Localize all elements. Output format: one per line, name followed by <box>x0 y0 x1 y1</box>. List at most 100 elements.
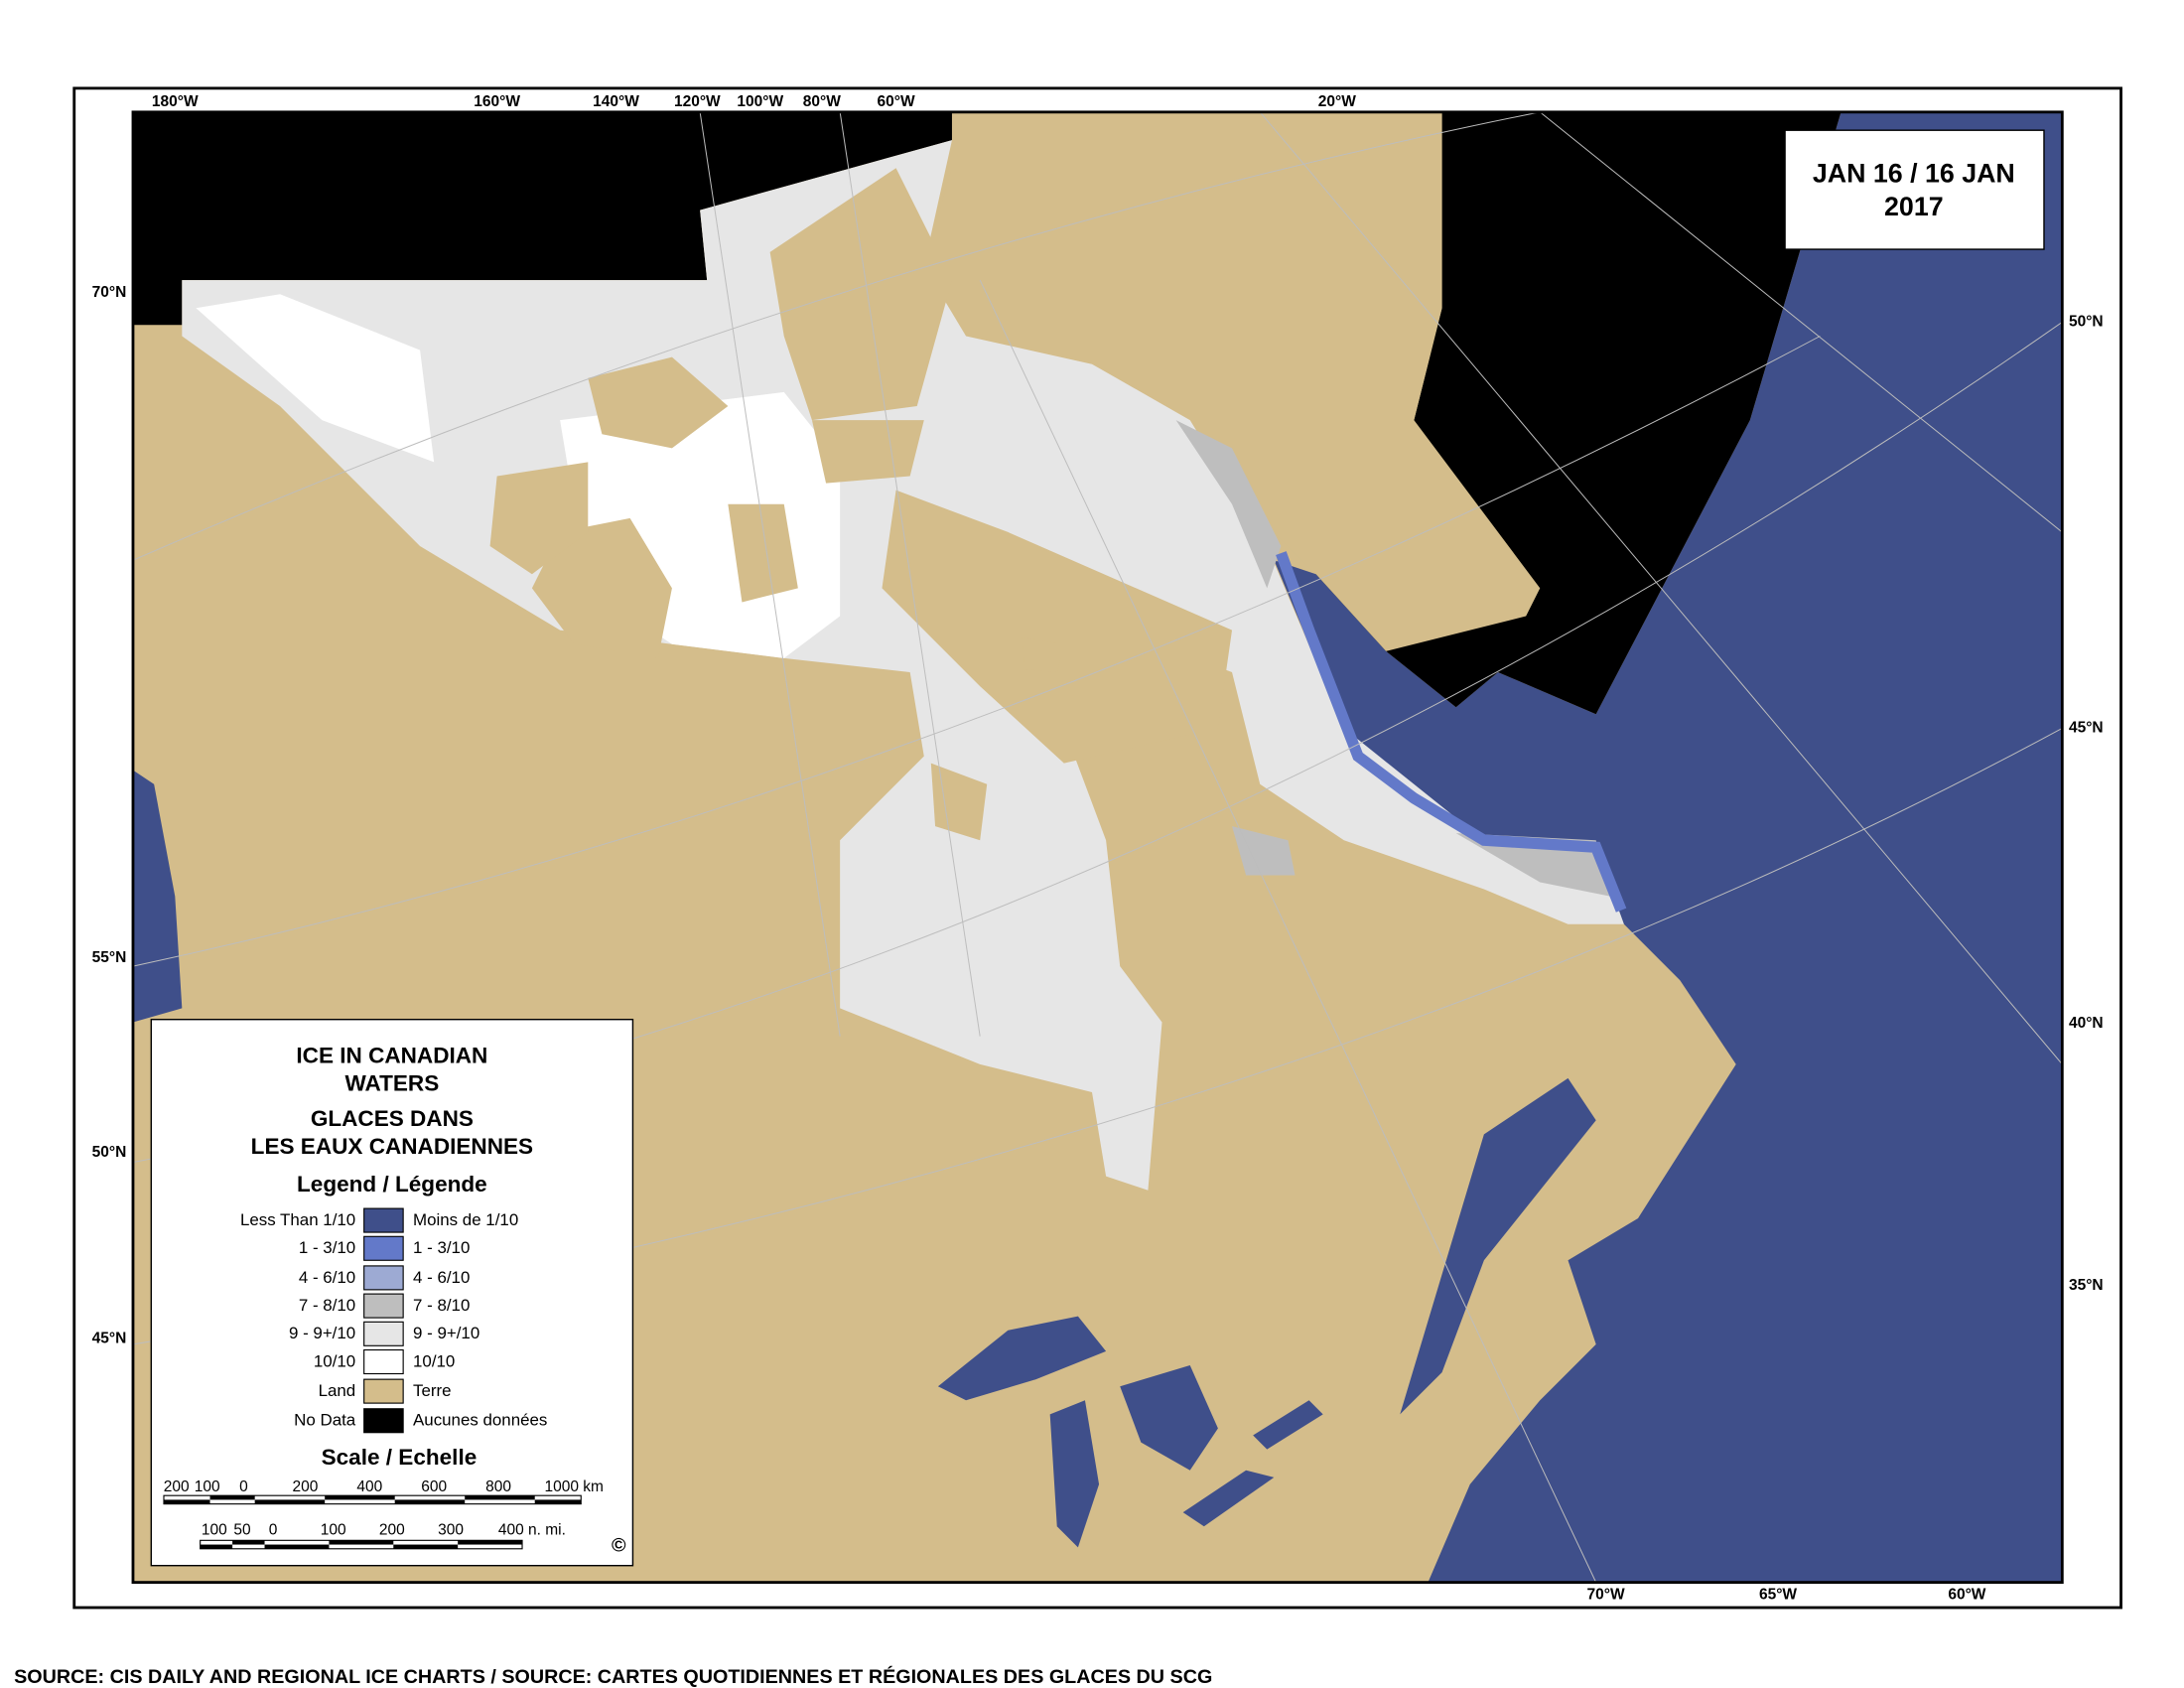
legend-item: No Data Aucunes données <box>294 1408 547 1434</box>
no-data-arctic <box>132 111 952 326</box>
legend-title: LES EAUX CANADIENNES <box>251 1134 533 1159</box>
legend-label-fr: Terre <box>413 1381 452 1400</box>
scale-label: 0 <box>239 1478 248 1495</box>
tick-label: 35°N <box>2069 1277 2104 1294</box>
scale-label: 400 n. mi. <box>498 1522 566 1539</box>
tick-label: 70°W <box>1587 1587 1625 1604</box>
tick-label: 20°W <box>1318 93 1356 110</box>
legend-item: 1 - 3/10 1 - 3/10 <box>299 1235 470 1261</box>
legend-label-fr: 9 - 9+/10 <box>413 1324 479 1342</box>
km-scale-bar: 200 100 0 200 400 600 800 1000 km <box>163 1478 604 1505</box>
legend-label-en: Less Than 1/10 <box>240 1210 355 1229</box>
legend-label-en: 9 - 9+/10 <box>289 1324 355 1342</box>
baffin-island <box>882 490 1233 764</box>
tick-label: 60°W <box>1948 1587 1985 1604</box>
legend-item: Less Than 1/10 Moins de 1/10 <box>240 1207 518 1233</box>
gulf-of-st-lawrence <box>1400 1077 1596 1415</box>
date-line-2: 2017 <box>1884 192 1944 221</box>
island <box>728 503 798 603</box>
ice-7-8 <box>1232 826 1296 876</box>
legend-label-fr: 10/10 <box>413 1351 455 1370</box>
tick-label: 65°W <box>1759 1587 1797 1604</box>
nmi-scale-bar: 100 50 0 100 200 300 400 n. mi. <box>200 1522 566 1550</box>
greenland <box>923 111 1541 651</box>
legend-label-en: 4 - 6/10 <box>299 1268 355 1287</box>
legend-title: WATERS <box>344 1071 439 1096</box>
legend-item: 7 - 8/10 7 - 8/10 <box>299 1293 470 1319</box>
scale-label: 400 <box>356 1478 382 1495</box>
tick-label: 70°N <box>92 284 127 301</box>
legend-swatch <box>363 1207 404 1233</box>
banks-island <box>489 462 589 575</box>
legend-label-en: 7 - 8/10 <box>299 1296 355 1315</box>
tick-label: 100°W <box>737 93 783 110</box>
southampton-island <box>930 763 988 841</box>
legend-label-fr: Moins de 1/10 <box>413 1210 518 1229</box>
atlantic-ocean <box>1274 111 2063 1583</box>
legend-swatch <box>363 1265 404 1291</box>
legend-swatch <box>363 1378 404 1404</box>
right-ticks: 50°N 45°N 40°N 35°N <box>2069 314 2104 1294</box>
scale-heading: Scale / Echelle <box>322 1445 478 1470</box>
tick-label: 50°N <box>92 1144 127 1161</box>
scale-label: 600 <box>421 1478 447 1495</box>
scale-label: 200 <box>292 1478 318 1495</box>
left-ticks: 70°N 55°N 50°N 45°N <box>92 284 127 1346</box>
island <box>1022 636 1064 672</box>
scale-label: 50 <box>233 1522 251 1539</box>
legend-heading: Legend / Légende <box>297 1172 487 1196</box>
legend-swatch <box>363 1321 404 1346</box>
legend-swatch <box>363 1235 404 1261</box>
ellesmere-island <box>769 168 952 421</box>
map-border <box>131 110 2064 1585</box>
ice-1-3 <box>1276 551 1627 913</box>
legend-label-en: No Data <box>294 1411 356 1430</box>
legend-item: 10/10 10/10 <box>314 1348 455 1375</box>
scale-label: 300 <box>438 1522 464 1539</box>
top-ticks: 180°W 160°W 140°W 120°W 100°W 80°W 60°W … <box>152 93 1356 110</box>
tick-label: 50°N <box>2069 314 2104 331</box>
tick-label: 45°N <box>2069 720 2104 737</box>
scale-label: 200 <box>379 1522 405 1539</box>
scale-label: 100 <box>321 1522 346 1539</box>
copyright-symbol: © <box>612 1535 626 1557</box>
scale-label: 100 <box>202 1522 227 1539</box>
victoria-island <box>531 517 672 658</box>
ice-10-10 <box>196 294 435 463</box>
lake-michigan <box>1049 1400 1100 1548</box>
pacific-ocean <box>132 770 183 1023</box>
legend-title: GLACES DANS <box>311 1106 474 1131</box>
tick-label: 160°W <box>474 93 520 110</box>
legend-label-en: Land <box>319 1381 356 1400</box>
tick-label: 80°W <box>803 93 841 110</box>
tick-label: 45°N <box>92 1330 127 1346</box>
tick-label: 40°N <box>2069 1015 2104 1032</box>
tick-label: 55°N <box>92 949 127 966</box>
date-line-1: JAN 16 / 16 JAN <box>1813 158 2015 188</box>
lake-huron <box>1120 1365 1218 1471</box>
legend-item: 9 - 9+/10 9 - 9+/10 <box>289 1321 479 1346</box>
island <box>811 420 924 484</box>
island <box>588 356 729 449</box>
legend-swatch <box>363 1348 404 1375</box>
legend-item: Land Terre <box>319 1378 452 1404</box>
legend-label-fr: Aucunes données <box>413 1411 547 1430</box>
scale-label: 1000 km <box>544 1478 603 1495</box>
scale-label: 200 <box>164 1478 190 1495</box>
legend-label-en: 10/10 <box>314 1351 355 1370</box>
tick-label: 140°W <box>593 93 639 110</box>
legend-title: ICE IN CANADIAN <box>296 1043 487 1067</box>
lake-superior <box>937 1316 1107 1401</box>
scale-label: 800 <box>485 1478 511 1495</box>
legend-label-en: 1 - 3/10 <box>299 1238 355 1257</box>
legend: ICE IN CANADIAN WATERS GLACES DANS LES E… <box>150 1018 634 1567</box>
bottom-ticks: 70°W 65°W 60°W <box>1587 1587 1986 1604</box>
legend-label-fr: 7 - 8/10 <box>413 1296 470 1315</box>
date-box: JAN 16 / 16 JAN 2017 <box>1784 129 2045 250</box>
scale-label: 100 <box>195 1478 220 1495</box>
tick-label: 60°W <box>878 93 915 110</box>
scale-label: 0 <box>269 1522 278 1539</box>
legend-swatch <box>363 1408 404 1434</box>
lake-erie <box>1182 1470 1275 1527</box>
